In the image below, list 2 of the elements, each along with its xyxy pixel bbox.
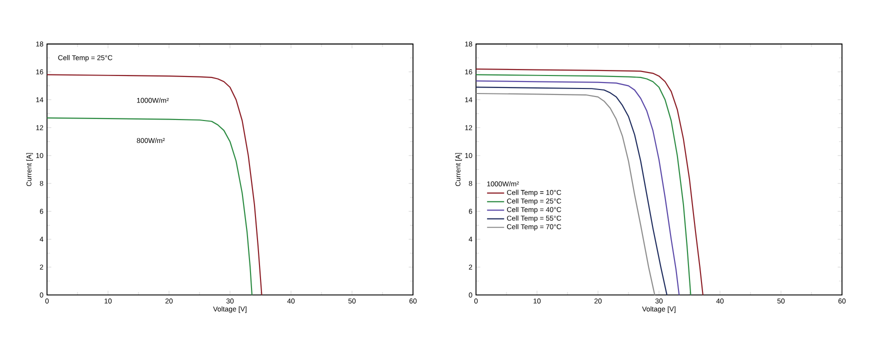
- line-series: [46, 117, 253, 296]
- line-series: [46, 74, 262, 296]
